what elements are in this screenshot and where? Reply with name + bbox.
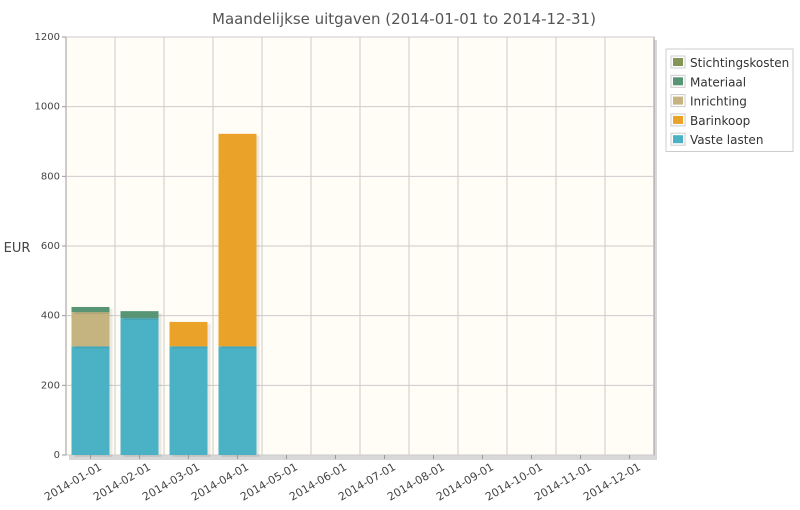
legend-label: Materiaal	[690, 75, 746, 89]
legend-swatch	[673, 96, 683, 105]
y-tick-label: 1000	[35, 102, 60, 113]
chart-title: Maandelijkse uitgaven (2014-01-01 to 201…	[212, 10, 596, 28]
legend-label: Vaste lasten	[690, 133, 763, 147]
y-tick-label: 1200	[35, 32, 60, 43]
legend-swatch	[673, 77, 683, 86]
legend-label: Barinkoop	[690, 114, 750, 128]
x-ticks: 2014-01-012014-02-012014-03-012014-04-01…	[42, 455, 643, 504]
y-tick-label: 800	[41, 171, 60, 182]
y-tick-label: 200	[41, 380, 60, 391]
legend-box	[665, 48, 794, 152]
legend-swatch	[673, 115, 683, 124]
y-tick-label: 600	[41, 241, 60, 252]
bar-segment	[218, 133, 257, 347]
bars	[71, 133, 260, 457]
legend-label: Inrichting	[690, 95, 747, 109]
bar-segment	[120, 311, 159, 319]
grid	[66, 36, 654, 456]
bar-segment	[71, 306, 110, 313]
y-ticks: 0 200 400 600 800 1000 1200	[35, 32, 66, 461]
bar-segment	[169, 321, 208, 347]
bar-segment	[218, 346, 257, 455]
y-tick-label: 400	[41, 311, 60, 322]
legend-swatch	[673, 58, 683, 66]
legend-swatch	[673, 135, 683, 144]
bar-segment	[120, 318, 159, 455]
y-axis-label: EUR	[4, 241, 31, 256]
legend-label: Stichtingskosten	[690, 56, 789, 70]
bar-segment	[71, 346, 110, 455]
bar-segment	[71, 312, 110, 347]
legend: Stichtingskosten Materiaal Inrichting Barin…	[665, 48, 794, 152]
y-tick-label: 0	[54, 450, 60, 461]
bar-segment	[169, 346, 208, 455]
